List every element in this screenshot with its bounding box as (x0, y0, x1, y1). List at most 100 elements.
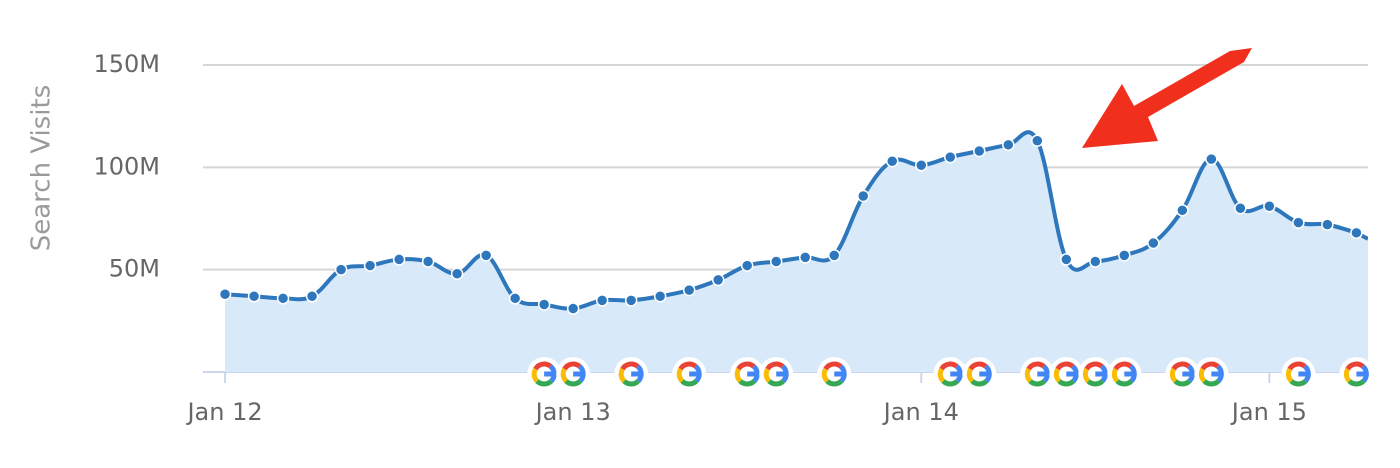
icon-arc (970, 379, 989, 387)
icon-bar (950, 371, 963, 377)
google-icon (1281, 357, 1316, 391)
icon-arc (825, 379, 844, 387)
icon-arc (763, 367, 772, 383)
google-icon (933, 357, 968, 391)
point (595, 294, 609, 307)
icon-arc (941, 379, 960, 387)
icon-bar (1182, 371, 1195, 377)
point (421, 255, 435, 268)
area-fill (225, 132, 1368, 372)
icon-arc (736, 361, 756, 371)
point (1002, 138, 1015, 152)
point (1176, 204, 1189, 217)
google-icon (614, 357, 649, 391)
point (218, 287, 232, 301)
icon-arc (1285, 367, 1294, 383)
icon-arc (564, 379, 582, 387)
icon-arc (823, 361, 843, 371)
annotation-arrow (1082, 48, 1252, 148)
icon-bar (1124, 371, 1137, 377)
icon-arc (1115, 379, 1134, 387)
icon-arc (1084, 361, 1104, 371)
plot-area (218, 130, 1368, 372)
icon-bar (834, 371, 847, 377)
point (827, 249, 841, 262)
icon-arc (937, 367, 946, 383)
icon-arc (1200, 361, 1220, 371)
point (247, 290, 261, 303)
icon-bar (544, 371, 557, 377)
google-icon (527, 357, 562, 391)
point (363, 259, 377, 272)
icon-arc (620, 361, 640, 371)
y-tick-label: 100M (93, 152, 160, 180)
icon-bar (1211, 371, 1224, 377)
icon-arc (1343, 367, 1352, 383)
icon-arc (968, 361, 988, 371)
point (1292, 216, 1305, 229)
icon-bar (573, 371, 586, 377)
point (798, 251, 812, 264)
google-icon (672, 357, 707, 391)
icon-arc (1347, 379, 1366, 387)
point (740, 259, 754, 272)
icon-arc (939, 361, 959, 371)
icon-arc (676, 367, 685, 383)
icon-arc (1287, 361, 1307, 371)
icon-arc (1055, 361, 1075, 371)
icon-arc (1171, 361, 1191, 371)
google-icon (759, 357, 794, 391)
icon-bar (1356, 371, 1369, 377)
y-axis-title: Search Visits (27, 85, 57, 252)
point (1147, 236, 1160, 250)
point (276, 292, 290, 305)
point (1321, 218, 1334, 231)
icon-arc (1053, 367, 1062, 383)
point (305, 290, 319, 303)
icon-arc (680, 379, 699, 387)
point (1263, 199, 1276, 213)
icon-bar (1298, 371, 1311, 377)
x-tick-label: Jan 13 (534, 398, 611, 426)
point (1031, 134, 1044, 147)
icon-arc (1086, 379, 1105, 387)
icon-arc (966, 367, 975, 383)
google-icon (1049, 357, 1084, 391)
point (1350, 226, 1363, 240)
icon-arc (1113, 361, 1133, 371)
point (944, 150, 957, 164)
google-icon (1339, 357, 1374, 391)
icon-arc (765, 361, 785, 371)
google-icon (1020, 357, 1055, 391)
google-icon (730, 357, 765, 391)
point (508, 292, 522, 305)
icon-bar (979, 371, 992, 377)
icon-arc (1082, 367, 1091, 383)
y-tick-label: 150M (93, 50, 160, 78)
google-update-markers (527, 357, 1374, 391)
icon-arc (1198, 367, 1207, 383)
point (537, 298, 551, 311)
icon-arc (1289, 379, 1308, 387)
point (1060, 253, 1073, 266)
x-tick-label: Jan 14 (882, 398, 959, 426)
point (1118, 249, 1131, 262)
icon-arc (678, 361, 698, 371)
icon-arc (1026, 361, 1046, 371)
icon-arc (1028, 379, 1047, 387)
point (450, 267, 464, 281)
icon-arc (1111, 367, 1120, 383)
icon-arc (560, 367, 569, 383)
point (1205, 152, 1218, 166)
icon-arc (1173, 379, 1192, 387)
x-tick-label: Jan 12 (185, 398, 262, 426)
point (856, 189, 870, 203)
icon-bar (631, 371, 644, 377)
point (973, 144, 986, 158)
point (653, 290, 667, 303)
google-icon (962, 357, 997, 391)
google-icon (817, 357, 852, 391)
icon-arc (1057, 379, 1076, 387)
point (682, 283, 696, 297)
